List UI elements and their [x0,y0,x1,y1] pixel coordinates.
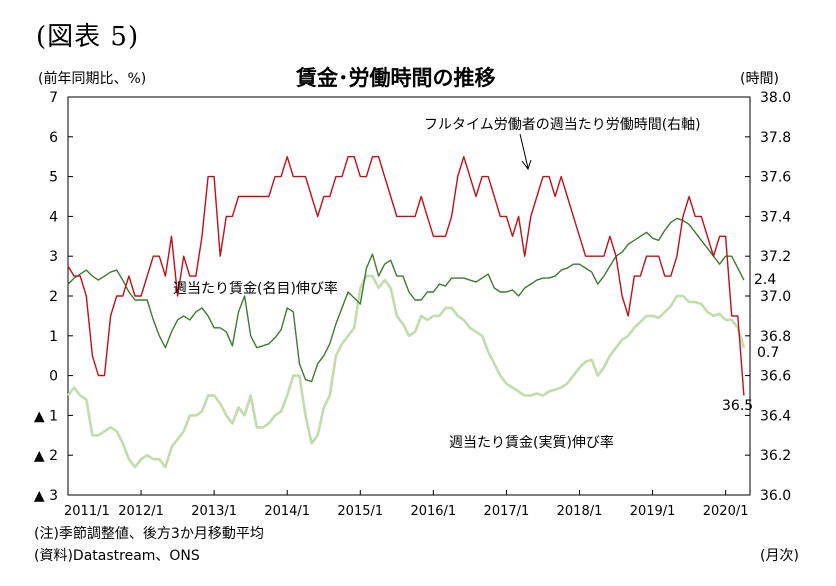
right-axis-tick-label: 38.0 [760,90,791,106]
x-axis-tick-label: 2014/1 [264,504,310,519]
hours-series-label: フルタイム労働者の週当たり労働時間(右軸) [424,117,701,133]
left-axis-tick-label: 6 [49,130,58,146]
figure-label: (図表 5) [36,22,140,52]
right-axis-label: (時間) [740,71,779,87]
x-axis-tick-label: 2013/1 [191,504,237,519]
left-axis-label: (前年同期比、%) [38,71,147,87]
right-axis-tick-label: 36.8 [760,329,791,345]
left-axis-tick-label: ▲ 2 [34,448,58,464]
left-axis-tick-label: 1 [49,329,58,345]
chart-title: 賃金･労働時間の推移 [296,66,496,90]
x-axis-tick-label: 2020/1 [703,504,749,519]
right-axis-tick-label: 36.2 [760,448,791,464]
left-axis-tick-label: 4 [49,209,58,225]
left-axis-tick-label: 2 [49,289,58,305]
right-axis-tick-label: 37.4 [760,209,791,225]
nominal-wage-series-line [67,217,745,383]
real-end-value: 0.7 [757,345,780,361]
right-axis-tick-label: 37.0 [760,289,791,305]
nominal-end-value: 2.4 [754,272,777,288]
left-axis-tick-label: 0 [49,369,58,385]
right-axis-tick-label: 37.2 [760,249,791,265]
hours-end-value: 36.5 [722,398,754,414]
real-wage-series-line [66,274,746,469]
right-axis-tick-label: 37.6 [760,170,791,186]
hours-series-line [67,155,745,396]
note-text: (注)季節調整値、後方3か月移動平均 [34,526,264,542]
plot-frame [67,96,751,496]
left-axis-tick-label: 5 [49,170,58,186]
right-axis-tick-label: 37.8 [760,130,791,146]
hours-label-arrowhead [521,159,532,171]
left-axis-tick-label: ▲ 3 [34,488,58,504]
x-unit-label: (月次) [760,548,799,564]
left-axis-tick-label: ▲ 1 [34,408,58,424]
real-series-label: 週当たり賃金(実質)伸び率 [449,435,614,451]
x-axis-tick-label: 2015/1 [337,504,383,519]
x-axis-tick-label: 2017/1 [484,504,530,519]
left-axis-tick-label: 3 [49,249,58,265]
right-axis-tick-label: 36.6 [760,369,791,385]
hours-label-pointer [519,133,529,169]
left-axis-tick-label: 7 [49,90,58,106]
x-axis-tick-label: 2018/1 [557,504,603,519]
right-axis-tick-label: 36.0 [760,488,791,504]
x-axis-tick-label: 2011/1 [64,504,110,519]
x-axis-tick-label: 2016/1 [410,504,456,519]
right-axis-tick-label: 36.4 [760,408,791,424]
x-axis-tick-label: 2012/1 [118,504,164,519]
nominal-series-label: 週当たり賃金(名目)伸び率 [173,281,338,297]
source-text: (資料)Datastream、ONS [34,548,200,564]
x-axis-tick-label: 2019/1 [630,504,676,519]
